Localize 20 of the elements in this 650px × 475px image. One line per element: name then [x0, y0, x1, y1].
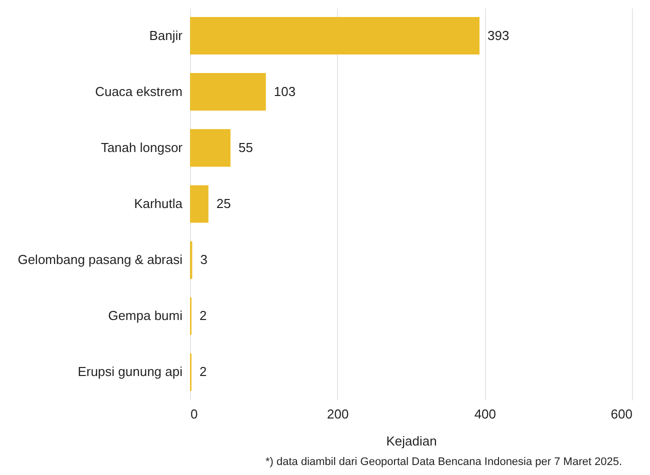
data-label: 393	[488, 28, 510, 43]
x-tick-label: 600	[610, 406, 632, 422]
y-tick-label: Gempa bumi	[108, 308, 183, 324]
x-tick-label: 200	[326, 406, 349, 422]
data-label: 3	[200, 252, 208, 268]
data-label: 25	[216, 196, 231, 211]
text: *) data diambil dari Geoportal Data Bencana Indonesia per 7 Maret 2025.	[264, 456, 622, 468]
data-label: 55	[238, 140, 253, 155]
y-tick-label: Cuaca ekstrem	[95, 84, 182, 99]
y-tick-label: Karhutla	[134, 196, 184, 211]
x-tick-label: 400	[474, 406, 496, 422]
y-tick-label: Tanah longsor	[100, 140, 184, 155]
y-tick-label: Banjir	[149, 28, 184, 43]
x-axis-title: Kejadian	[386, 434, 437, 448]
data-label: 103	[274, 84, 296, 99]
data-label: 2	[199, 364, 207, 380]
y-tick-label: Gelombang pasang & abrasi	[18, 252, 183, 268]
data-label: 2	[199, 308, 207, 324]
x-tick-label: 0	[190, 406, 198, 422]
y-tick-label: Erupsi gunung api	[78, 364, 183, 380]
